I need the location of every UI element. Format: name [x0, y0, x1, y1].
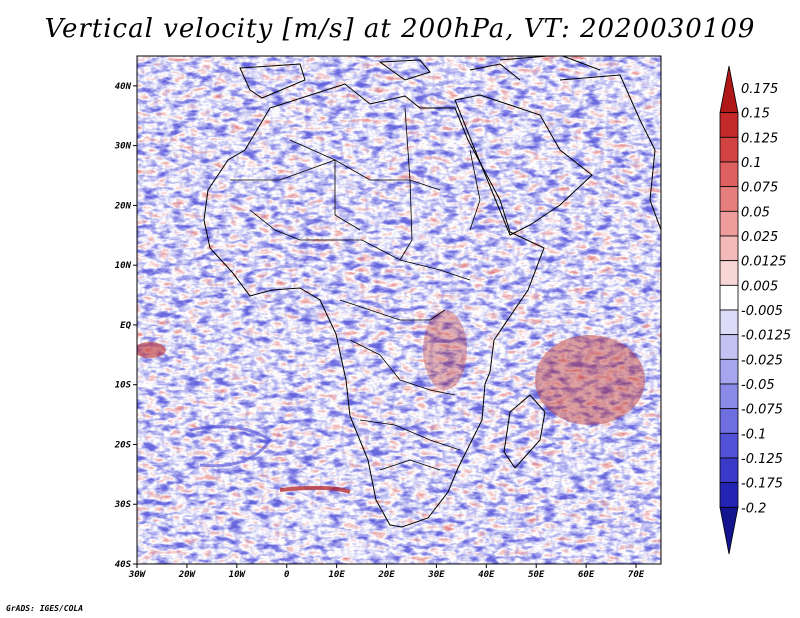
colorbar-label: -0.125	[741, 452, 783, 467]
lon-tick-label: 30W	[128, 570, 147, 580]
colorbar-label: 0.1	[741, 156, 762, 171]
colorbar-swatch	[719, 186, 739, 212]
lat-tick-label: 10S	[115, 381, 132, 391]
lat-tick-label: 40N	[115, 82, 132, 92]
colorbar-label: -0.2	[741, 501, 766, 516]
lon-tick-label: 70E	[628, 570, 645, 580]
atlantic-ascent-patch	[137, 342, 166, 358]
colorbar-label: -0.0125	[741, 329, 791, 344]
colorbar-swatch	[719, 284, 739, 311]
lon-tick-label: 20E	[377, 570, 395, 580]
lat-tick-label: EQ	[120, 321, 131, 331]
colorbar-swatch	[719, 210, 739, 237]
colorbar-bottom-arrow	[719, 506, 739, 555]
colorbar-label: -0.025	[741, 353, 783, 368]
latitude-axis: 40N 30N 20N 10N EQ 10S 20S 30S 40S	[114, 82, 137, 570]
colorbar-label: 0.15	[741, 107, 770, 122]
lon-tick-label: 40E	[478, 570, 495, 580]
colorbar-swatch	[719, 112, 739, 138]
rift-ascent-patch	[423, 310, 467, 390]
lat-tick-label: 30N	[114, 142, 132, 152]
colorbar-top-arrow	[719, 65, 739, 114]
frontal-band	[279, 485, 351, 494]
colorbar-label: -0.05	[741, 378, 775, 393]
colorbar-swatch	[719, 235, 739, 262]
lon-tick-label: 50E	[528, 570, 545, 580]
lon-tick-label: 60E	[578, 570, 595, 580]
plot-frame	[136, 55, 662, 565]
map-title: Vertical velocity [m/s] at 200hPa, VT: 2…	[44, 14, 756, 44]
colorbar-label: 0.075	[741, 181, 778, 196]
longitude-axis: 30W 20W 10W 0 10E 20E 30E 40E 50E 60E 70E	[128, 564, 645, 580]
colorbar-label: 0.125	[741, 131, 778, 146]
colorbar-swatch	[719, 383, 739, 410]
lat-tick-label: 10N	[115, 261, 132, 271]
lon-tick-label: 20W	[178, 570, 197, 580]
lat-tick-label: 20N	[114, 201, 132, 211]
colorbar-swatch	[719, 334, 739, 360]
lon-tick-label: 10E	[328, 570, 345, 580]
lon-tick-label: 0	[284, 570, 290, 580]
colorbar-swatch	[719, 432, 739, 459]
colorbar-label: 0.05	[741, 205, 770, 220]
colorbar-label: -0.1	[741, 427, 766, 442]
lon-tick-label: 30E	[427, 570, 445, 580]
coastlines	[203, 56, 661, 528]
lat-tick-label: 30S	[114, 500, 132, 510]
colorbar-label: 0.025	[741, 230, 778, 245]
lon-tick-label: 10W	[229, 570, 247, 580]
lat-tick-label: 40S	[115, 560, 132, 570]
grads-credit: GrADS: IGES/COLA	[6, 604, 84, 613]
colorbar-label: -0.175	[741, 477, 783, 492]
colorbar-swatch	[719, 457, 739, 484]
velocity-field	[137, 56, 661, 564]
colorbar-swatch	[719, 309, 739, 336]
colorbar-label: 0.0125	[741, 255, 787, 270]
country-borders	[230, 107, 481, 471]
colorbar-swatch	[719, 136, 739, 163]
colorbar-label: 0.175	[741, 82, 778, 97]
colorbar-swatch	[719, 482, 739, 508]
colorbar-swatch	[719, 358, 739, 385]
colorbar-swatch	[719, 408, 739, 434]
colorbar-swatch	[719, 161, 739, 188]
cyclone-swirl	[189, 425, 273, 468]
colorbar: 0.175 0.15 0.125 0.1 0.075 0.05 0.025 0.0125 0.0…	[719, 65, 791, 555]
lat-tick-label: 20S	[114, 440, 132, 450]
colorbar-label: -0.005	[741, 304, 783, 319]
colorbar-label: -0.075	[741, 403, 783, 418]
colorbar-swatch	[719, 260, 739, 286]
indian-ocean-ascent-patch	[535, 335, 645, 425]
colorbar-label: 0.005	[741, 279, 778, 294]
